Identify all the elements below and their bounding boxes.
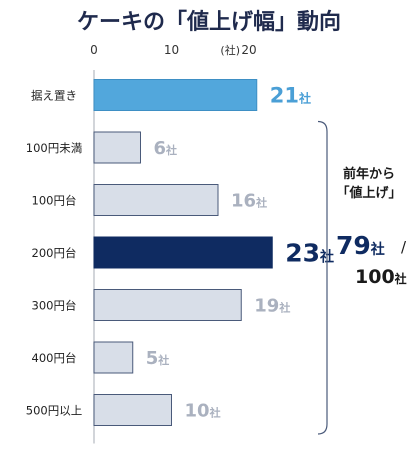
category-label: 500円以上 <box>26 404 82 418</box>
bar <box>93 236 273 269</box>
data-label: 6社 <box>154 138 178 159</box>
annotation-label: 前年から <box>343 166 395 182</box>
annotation-total: 100社 <box>355 266 407 288</box>
data-label: 23社 <box>285 239 334 268</box>
x-tick-label: 10 <box>164 43 179 57</box>
category-label: 据え置き <box>31 89 77 103</box>
category-label: 400円台 <box>32 351 77 365</box>
category-label: 100円未満 <box>26 141 82 155</box>
bar <box>93 184 219 216</box>
data-label: 16社 <box>231 190 267 211</box>
data-label: 19社 <box>254 295 290 316</box>
annotation-value: 79社 <box>336 231 385 260</box>
x-tick-label: 20 <box>241 43 256 57</box>
annotation-layer: 前年から「値上げ」 79社 / 100社 <box>317 120 407 435</box>
annotation-label: 「値上げ」 <box>336 185 401 201</box>
x-unit-label: (社) <box>220 43 240 57</box>
data-label: 21社 <box>270 84 311 108</box>
bars-layer <box>93 79 273 426</box>
labels-layer: 据え置き 21社 100円未満 6社 100円台 16社 200円台 23社 300円台 19社 4… <box>26 84 334 422</box>
annotation-bracket <box>317 120 328 435</box>
bar <box>93 131 141 164</box>
bar <box>93 341 134 374</box>
annotation-separator: / <box>401 238 407 256</box>
category-label: 300円台 <box>32 299 77 313</box>
data-label: 10社 <box>185 400 221 421</box>
category-label: 100円台 <box>32 194 77 208</box>
bar <box>93 394 172 426</box>
chart-title: ケーキの「値上げ幅」動向 <box>77 9 341 35</box>
category-label: 200円台 <box>32 246 77 260</box>
data-label: 5社 <box>146 348 170 369</box>
x-tick-label: 0 <box>90 43 98 57</box>
bar <box>93 79 258 111</box>
bar <box>93 289 242 321</box>
